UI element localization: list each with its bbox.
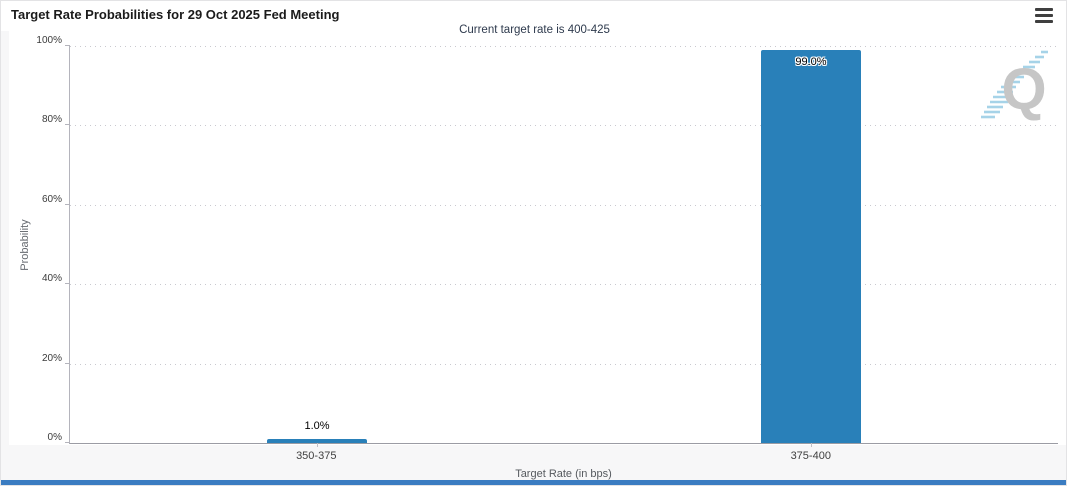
- y-tick-label: 60%: [41, 193, 62, 205]
- plot-area: 0% 20% 40% 60% 80% 100% 1.0% 99.0%: [36, 35, 1058, 447]
- x-axis-title: Target Rate (in bps): [515, 468, 612, 480]
- hamburger-bar: [1035, 8, 1053, 11]
- header-background: [1, 1, 1066, 31]
- gridline: [70, 46, 1058, 47]
- hamburger-bar: [1035, 14, 1053, 17]
- y-tick-label: 100%: [36, 35, 62, 46]
- hamburger-bar: [1035, 20, 1053, 23]
- y-tick-label: 40%: [41, 273, 62, 285]
- chart-background: [9, 31, 1066, 445]
- bar-375-400[interactable]: [761, 49, 861, 443]
- x-category-label: 350-375: [296, 450, 337, 462]
- y-tick-label: 0%: [47, 432, 62, 443]
- y-tick-label: 80%: [41, 114, 62, 126]
- y-tick-mark: [65, 124, 70, 126]
- gridline: [70, 284, 1058, 286]
- y-tick-mark: [65, 283, 70, 285]
- bar-value-label: 1.0%: [304, 420, 330, 433]
- bar-350-375[interactable]: [267, 439, 367, 443]
- gridline: [70, 363, 1058, 365]
- y-axis-title: Probability: [19, 219, 31, 271]
- bar-value-label: 99.0%: [795, 55, 827, 68]
- y-tick-mark: [65, 442, 70, 443]
- svg-text:Q: Q: [1001, 57, 1046, 121]
- chart-subtitle: Current target rate is 400-425: [459, 24, 610, 36]
- x-category-label: 375-400: [790, 450, 831, 462]
- gridline: [70, 204, 1058, 206]
- hamburger-menu-icon[interactable]: [1035, 8, 1053, 23]
- quikstrike-q-watermark-icon: Q: [980, 47, 1052, 126]
- y-tick-mark: [65, 45, 70, 46]
- y-tick-mark: [65, 203, 70, 205]
- bottom-accent-bar: [1, 480, 1066, 485]
- x-axis-area: Target Rate (in bps) 350-375 375-400: [69, 448, 1058, 482]
- y-tick-label: 20%: [41, 352, 62, 364]
- x-tick-mark: [810, 443, 812, 447]
- gridline: [70, 125, 1058, 127]
- y-tick-mark: [65, 362, 70, 364]
- page-title: Target Rate Probabilities for 29 Oct 202…: [11, 7, 340, 22]
- x-tick-mark: [316, 443, 318, 447]
